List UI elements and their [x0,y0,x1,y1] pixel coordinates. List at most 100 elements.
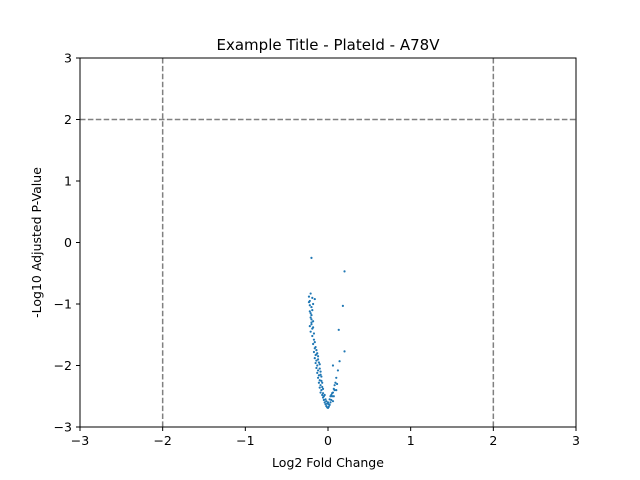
data-point [320,389,323,392]
y-tick-label: 2 [64,112,72,127]
data-point [321,387,325,390]
y-tick-label: −2 [54,358,72,373]
data-point [320,379,323,382]
data-point [313,297,316,301]
data-point [327,403,330,406]
data-point [318,386,321,389]
data-point [343,270,346,273]
data-point [317,374,321,377]
data-point [343,350,346,353]
data-point [322,398,325,402]
data-points [307,256,346,410]
y-tick-label: −1 [54,297,72,312]
data-point [330,398,333,402]
data-point [323,401,326,404]
data-point [321,381,324,384]
data-point [310,321,313,324]
data-point [341,304,344,307]
data-point [318,363,321,366]
y-tick-label: 0 [64,235,72,250]
data-point [338,360,341,363]
data-point [312,320,315,323]
data-point [311,334,314,338]
data-point [328,398,331,401]
plot-frame [79,57,577,428]
data-point [316,358,320,361]
data-point [332,395,335,398]
y-tick-label: 3 [64,51,72,66]
data-point [333,389,336,392]
data-point [319,384,322,387]
x-axis-label: Log2 Fold Change [272,455,384,470]
data-point [331,392,334,395]
data-point [312,350,316,354]
data-point [319,373,322,376]
data-point [337,328,340,331]
x-tick-label: 1 [407,433,415,448]
data-point [333,384,336,387]
data-point [310,256,313,259]
data-point [316,364,319,367]
y-tick-label: −3 [54,420,72,435]
data-point [313,357,316,360]
data-point [312,326,315,329]
data-point [309,316,312,319]
data-point [325,400,328,403]
data-point [309,312,312,315]
x-tick-label: 3 [572,433,580,448]
data-point [312,332,316,335]
data-point [323,393,326,397]
data-point [314,345,317,349]
data-point [335,376,338,379]
data-point [319,370,322,373]
data-point [316,369,320,372]
data-point [316,376,320,379]
data-point [311,296,314,299]
x-axis: −3 −2 −1 0 1 2 3 [71,427,580,448]
data-point [308,310,311,313]
data-point [318,379,321,382]
data-point [335,382,339,386]
data-point [331,364,335,367]
data-point [321,392,325,395]
x-tick-label: 2 [489,433,497,448]
y-axis: −3 −2 −1 0 1 2 3 [54,51,80,435]
data-point [310,313,313,317]
data-point [329,401,332,404]
data-point [327,405,330,408]
data-point [308,325,311,328]
data-point [309,330,312,333]
y-tick-label: 1 [64,174,72,189]
data-point [311,309,314,312]
data-point [335,389,338,392]
data-point [319,391,322,394]
data-point [317,381,321,384]
data-point [336,369,340,372]
data-point [326,402,329,405]
y-axis-label: -Log10 Adjusted P-Value [29,167,44,318]
data-point [315,359,318,362]
data-point [318,367,321,370]
x-tick-label: −3 [71,433,89,448]
data-point [315,349,318,352]
data-point [321,385,324,389]
data-point [324,403,327,406]
data-point [334,381,337,384]
data-point [310,305,313,309]
x-tick-label: −2 [153,433,171,448]
data-point [317,361,321,364]
data-point [312,342,315,346]
data-point [316,355,320,358]
data-point [313,341,316,344]
data-point [308,304,311,307]
data-point [330,393,333,397]
data-point [315,353,318,356]
data-point [320,375,323,378]
chart-title: Example Title - PlateId - A78V [217,36,441,54]
data-point [324,398,327,401]
data-point [310,318,313,321]
x-tick-label: 0 [324,433,332,448]
data-point [307,295,311,298]
x-tick-label: −1 [236,433,254,448]
